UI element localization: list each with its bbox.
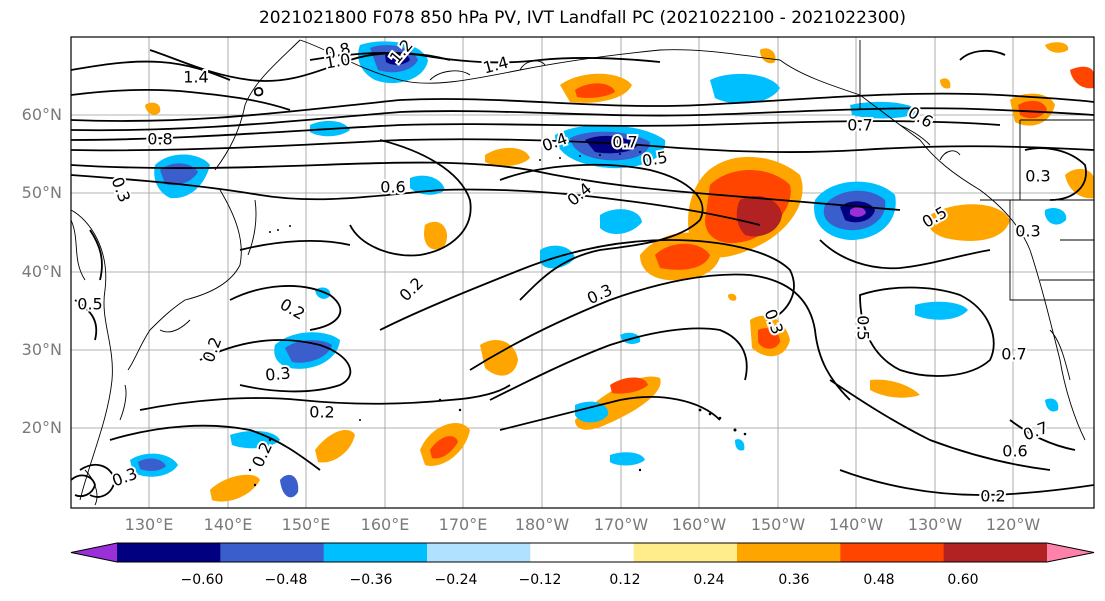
colorbar-outline [70, 542, 1095, 563]
colorbar-segment [840, 543, 945, 562]
lon-label-140w: 140°W [828, 515, 884, 534]
contour-label: 0.5 [77, 295, 102, 314]
contour-label: 0.7 [612, 133, 637, 152]
colorbar-segment [1047, 543, 1094, 562]
contour-label: 0.6 [1002, 442, 1027, 461]
contour-label: 0.3 [264, 363, 291, 384]
colorbar-label: 0.24 [693, 572, 725, 588]
colorbar-segment [737, 543, 841, 562]
lon-label-160w: 160°W [671, 515, 727, 534]
colorbar-segment [530, 543, 635, 562]
contour-label: 0.8 [147, 130, 172, 149]
lon-label-170w: 170°W [593, 515, 649, 534]
colorbar-segment [427, 543, 531, 562]
contour-label: 1.4 [183, 68, 208, 87]
colorbar-label: 0.48 [863, 572, 895, 588]
colorbar-segment [323, 543, 428, 562]
contour-label: 0.6 [380, 178, 405, 197]
lon-label-120w: 120°W [985, 515, 1041, 534]
colorbar-segment [220, 543, 325, 562]
colorbar-label: −0.24 [434, 572, 478, 588]
colorbar-label: 0.36 [778, 572, 810, 588]
lon-label-150w: 150°W [750, 515, 806, 534]
lon-label-160e: 160°E [360, 515, 410, 534]
colorbar-label: −0.60 [180, 572, 224, 588]
pv-contours [71, 49, 1094, 498]
lat-label-50n: 50°N [21, 183, 62, 202]
lat-label-60n: 60°N [21, 105, 62, 124]
colorbar-segment [943, 543, 1048, 562]
contour-label: 0.5 [854, 315, 873, 340]
colorbar-segment [117, 543, 221, 562]
contour-label: 0.3 [1025, 167, 1050, 186]
lon-label-140e: 140°E [203, 515, 253, 534]
map-frame [70, 36, 1095, 509]
colorbar-label: −0.48 [264, 572, 308, 588]
contour-label: 0.3 [1015, 222, 1040, 241]
contour-label: 0.7 [847, 116, 872, 135]
contour-label: 0.7 [1001, 345, 1026, 364]
contour-label: 0.2 [309, 403, 334, 422]
map-title: 2021021800 F078 850 hPa PV, IVT Landfall… [258, 8, 906, 28]
positive-anomalies [145, 42, 1094, 502]
colorbar-segment [633, 543, 738, 562]
lon-label-170e: 170°E [438, 515, 488, 534]
lat-label-30n: 30°N [21, 340, 62, 359]
colorbar-label: −0.36 [349, 572, 393, 588]
colorbar-label: 0.60 [947, 572, 979, 588]
contour-label: 0.2 [980, 487, 1005, 506]
lon-label-130e: 130°E [124, 515, 174, 534]
colorbar-label: −0.12 [518, 572, 562, 588]
lon-label-130w: 130°W [907, 515, 963, 534]
colorbar-segment [71, 543, 117, 562]
colorbar-label: 0.12 [609, 572, 641, 588]
lat-label-20n: 20°N [21, 418, 62, 437]
lon-label-180w: 180°W [514, 515, 570, 534]
lon-label-150e: 150°E [281, 515, 331, 534]
lat-label-40n: 40°N [21, 262, 62, 281]
colorbar [70, 542, 1095, 563]
